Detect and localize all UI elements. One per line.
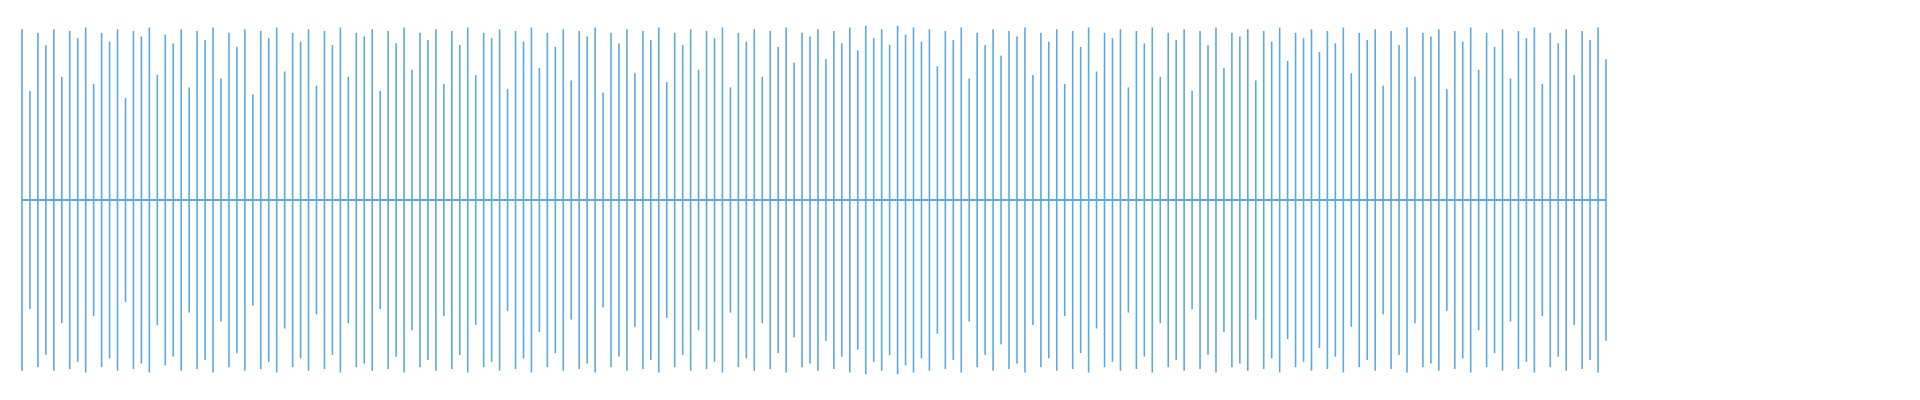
waveform	[21, 25, 1607, 375]
page: (() => { const data = JSON.parse(documen…	[21, 25, 1607, 375]
